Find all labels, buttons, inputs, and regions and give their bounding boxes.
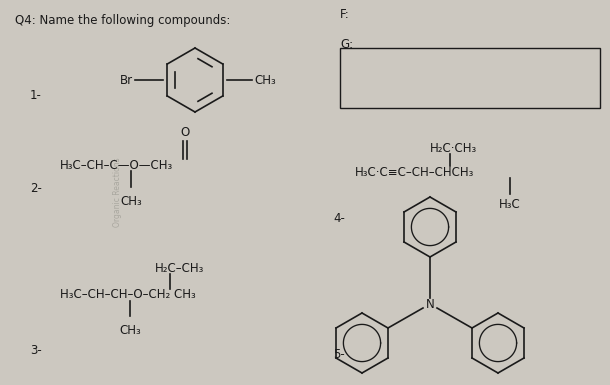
Text: CH₃: CH₃ [120,195,142,208]
Text: G:: G: [340,38,353,51]
Text: H₃C–CH–CH–O–CH₂ CH₃: H₃C–CH–CH–O–CH₂ CH₃ [60,288,196,301]
Text: H₂C·CH₃: H₂C·CH₃ [430,142,477,154]
Text: CH₃: CH₃ [254,74,276,87]
Text: 1-: 1- [30,89,42,102]
Text: H₃C: H₃C [499,198,521,211]
Bar [340,48,600,108]
Text: CH₃: CH₃ [119,324,141,337]
Text: O: O [181,126,190,139]
Text: 2-: 2- [30,181,42,194]
Text: 4-: 4- [333,211,345,224]
Text: Organic Reactions: Organic Reactions [113,157,123,227]
Text: F:: F: [340,8,350,21]
Text: H₃C·C≡C–CH–CHCH₃: H₃C·C≡C–CH–CHCH₃ [355,166,475,179]
Text: 5-: 5- [333,348,345,362]
Text: 3-: 3- [30,343,41,357]
Text: H₃C–CH–C—O—CH₃: H₃C–CH–C—O—CH₃ [60,159,173,171]
Text: Q4: Name the following compounds:: Q4: Name the following compounds: [15,14,231,27]
Text: Br: Br [120,74,133,87]
Text: N: N [426,298,434,311]
Text: H₂C–CH₃: H₂C–CH₃ [155,261,204,275]
